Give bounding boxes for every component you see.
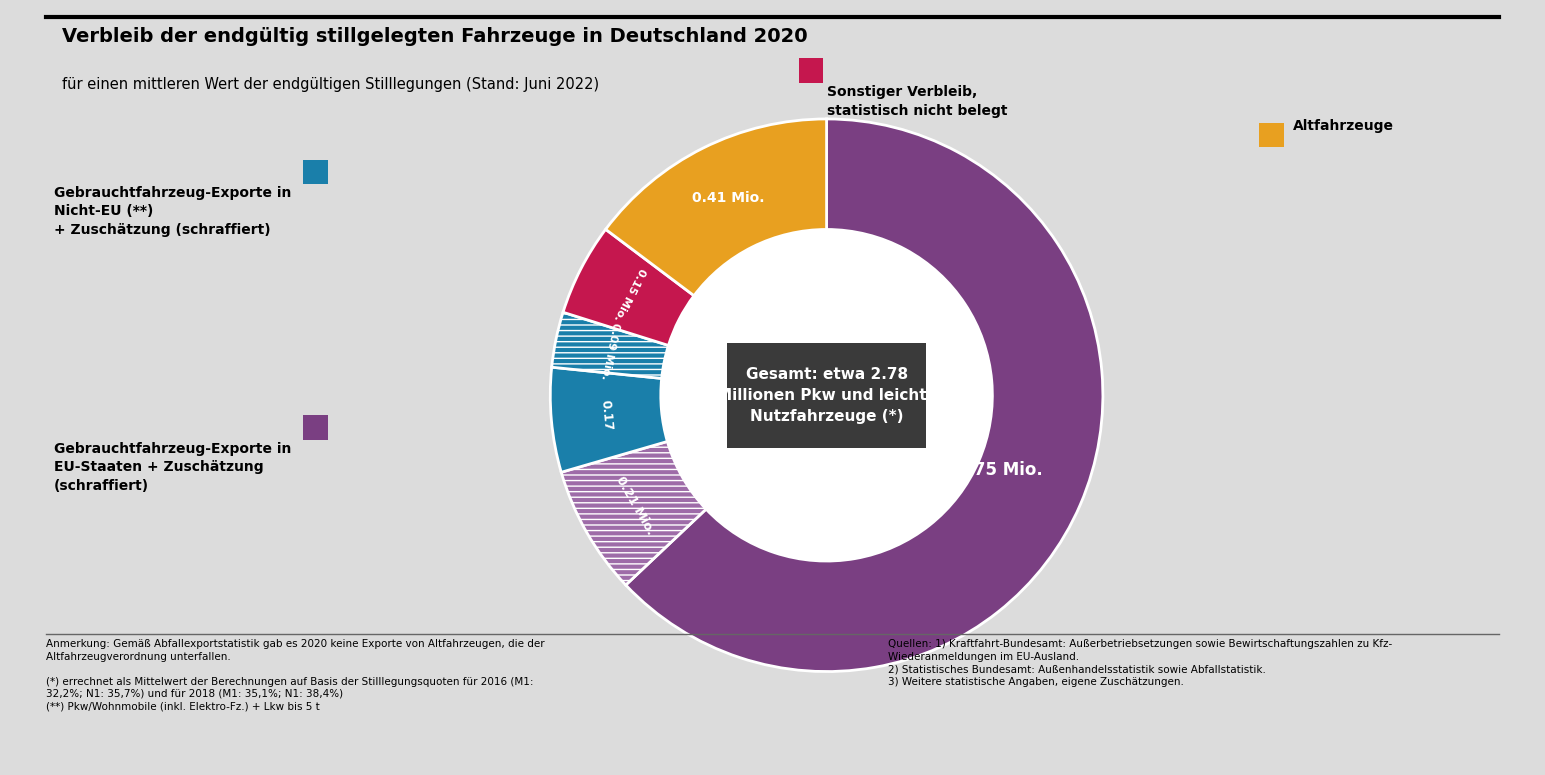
Wedge shape [550, 367, 667, 472]
Text: 0.17: 0.17 [598, 399, 615, 431]
Text: für einen mittleren Wert der endgültigen Stilllegungen (Stand: Juni 2022): für einen mittleren Wert der endgültigen… [62, 78, 599, 92]
Wedge shape [606, 119, 827, 296]
Text: 0.41 Mio.: 0.41 Mio. [692, 191, 765, 205]
Text: 1.75 Mio.: 1.75 Mio. [956, 460, 1043, 479]
Text: Gebrauchtfahrzeug-Exporte in
EU-Staaten + Zuschätzung
(schraffiert): Gebrauchtfahrzeug-Exporte in EU-Staaten … [54, 442, 292, 493]
Wedge shape [561, 442, 706, 585]
Wedge shape [626, 119, 1103, 672]
Text: 0.09 Mio.: 0.09 Mio. [599, 322, 621, 380]
Circle shape [661, 229, 992, 561]
Text: Altfahrzeuge: Altfahrzeuge [1293, 119, 1394, 133]
Text: 0.15 Mio.: 0.15 Mio. [612, 267, 647, 322]
Wedge shape [562, 229, 694, 346]
Text: Sonstiger Verbleib,
statistisch nicht belegt: Sonstiger Verbleib, statistisch nicht be… [827, 85, 1007, 118]
Text: Quellen: 1) Kraftfahrt-Bundesamt: Außerbetriebsetzungen sowie Bewirtschaftungsza: Quellen: 1) Kraftfahrt-Bundesamt: Außerb… [888, 639, 1392, 687]
Text: Anmerkung: Gemäß Abfallexportstatistik gab es 2020 keine Exporte von Altfahrzeug: Anmerkung: Gemäß Abfallexportstatistik g… [46, 639, 545, 711]
Wedge shape [552, 312, 669, 378]
Text: 0.21 Mio.: 0.21 Mio. [613, 474, 657, 536]
Text: Gesamt: etwa 2.78
Millionen Pkw und leichte
Nutzfahrzeuge (*): Gesamt: etwa 2.78 Millionen Pkw und leic… [717, 367, 936, 424]
Text: Verbleib der endgültig stillgelegten Fahrzeuge in Deutschland 2020: Verbleib der endgültig stillgelegten Fah… [62, 27, 808, 46]
Text: Gebrauchtfahrzeug-Exporte in
Nicht-EU (**)
+ Zuschätzung (schraffiert): Gebrauchtfahrzeug-Exporte in Nicht-EU (*… [54, 186, 292, 237]
FancyBboxPatch shape [728, 343, 925, 448]
